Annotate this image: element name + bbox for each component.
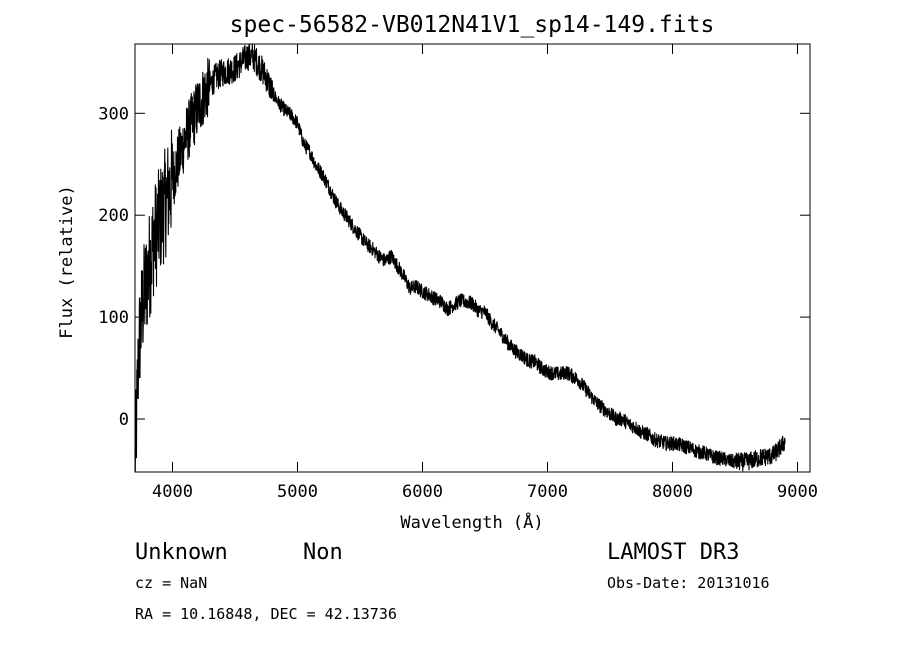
x-tick-label: 6000 xyxy=(402,482,443,502)
spectrum-line xyxy=(134,43,786,473)
y-tick-label: 300 xyxy=(98,104,129,124)
plot-frame xyxy=(134,43,811,473)
observation-date: Obs-Date: 20131016 xyxy=(607,574,770,592)
x-tick-label: 8000 xyxy=(652,482,693,502)
x-tick-label: 7000 xyxy=(527,482,568,502)
y-tick-label: 200 xyxy=(98,206,129,226)
x-axis-ticks: 4000 5000 6000 7000 8000 9000 xyxy=(152,44,818,502)
object-subclass: Non xyxy=(303,540,343,565)
object-class: Unknown xyxy=(135,540,228,565)
redshift-text: cz = NaN xyxy=(135,574,207,592)
y-axis-label: Flux (relative) xyxy=(57,185,77,339)
chart-title: spec-56582-VB012N41V1_sp14-149.fits xyxy=(230,12,715,38)
x-axis-label: Wavelength (Å) xyxy=(400,511,543,533)
x-tick-label: 4000 xyxy=(152,482,193,502)
y-axis-ticks: 0 100 200 300 xyxy=(98,104,810,430)
x-tick-label: 5000 xyxy=(277,482,318,502)
coordinates-text: RA = 10.16848, DEC = 42.13736 xyxy=(135,605,397,623)
survey-name: LAMOST DR3 xyxy=(607,540,739,565)
y-tick-label: 0 xyxy=(119,410,129,430)
y-tick-label: 100 xyxy=(98,308,129,328)
x-tick-label: 9000 xyxy=(777,482,818,502)
